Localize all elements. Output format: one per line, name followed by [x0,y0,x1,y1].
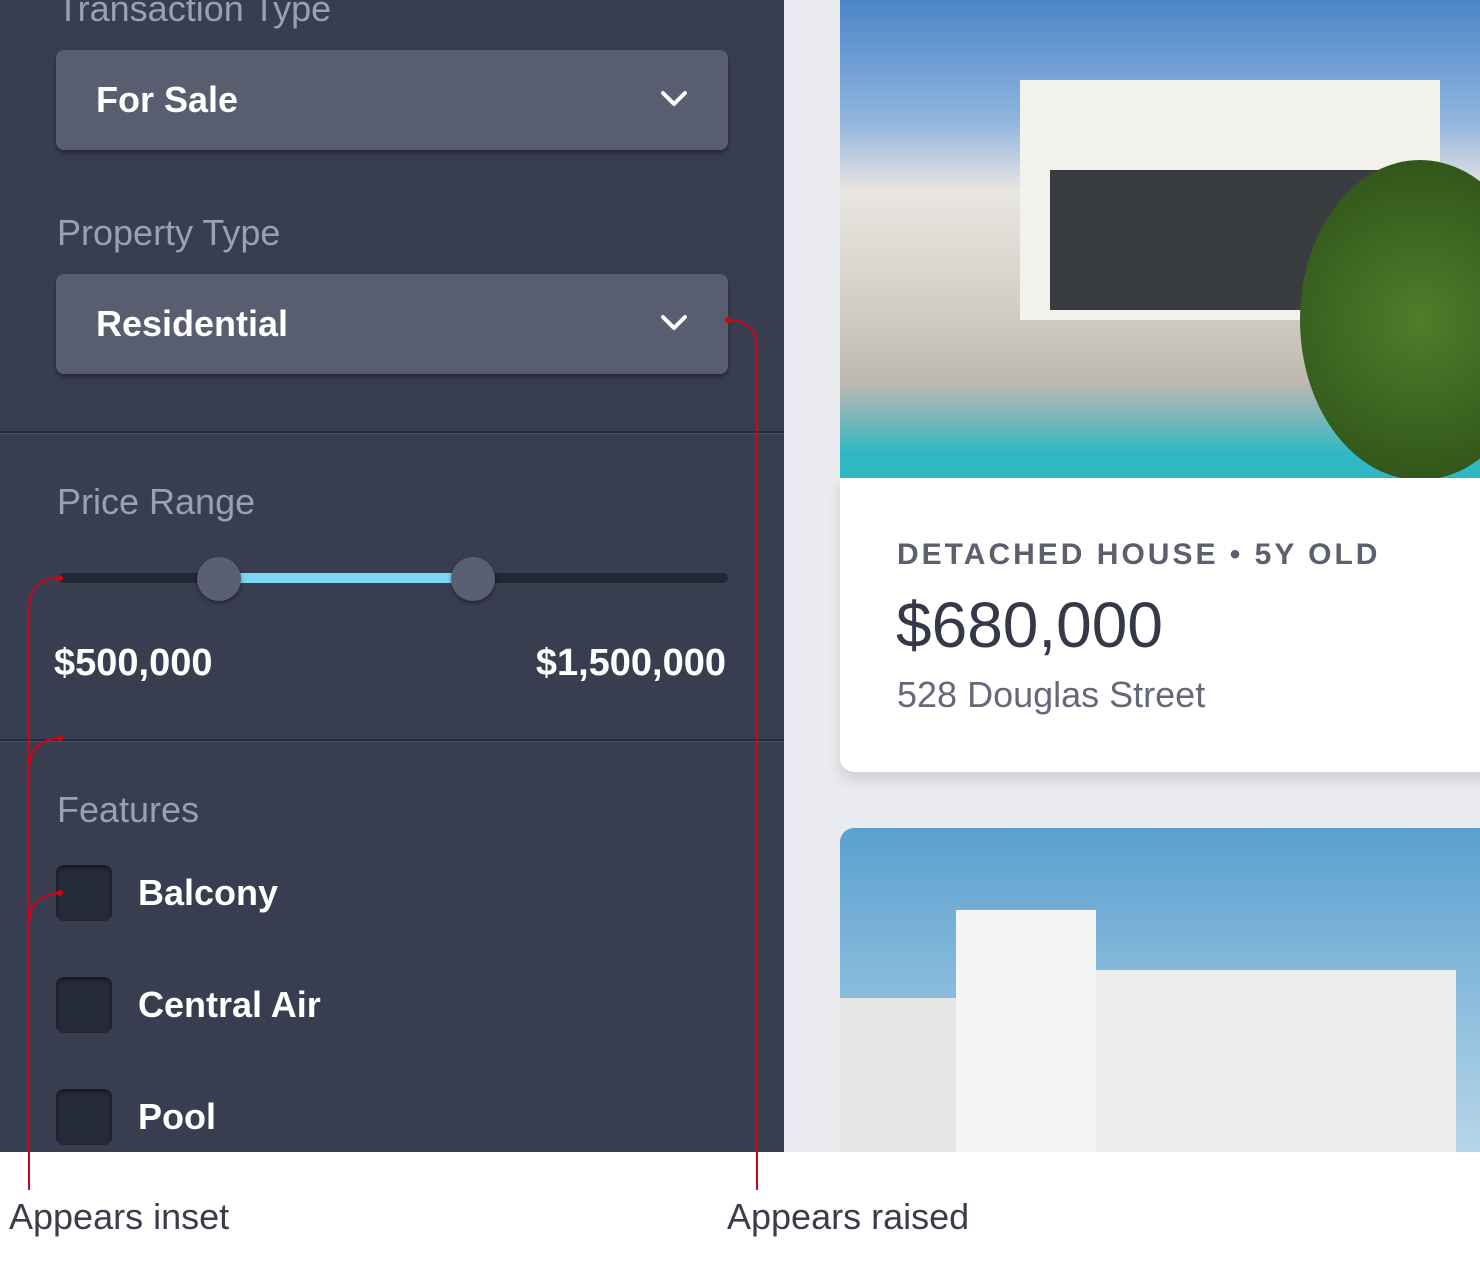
property-type-value: Residential [96,303,289,344]
listing-price: $680,000 [896,589,1163,661]
feature-label: Central Air [138,984,321,1025]
wall-illustration [1096,970,1456,1152]
central-air-checkbox[interactable] [56,977,112,1033]
listing-kicker: DETACHED HOUSE • 5Y OLD [897,538,1381,571]
price-range-label: Price Range [57,481,256,522]
section-divider [0,431,784,434]
price-slider-max-handle[interactable] [451,557,496,601]
feature-label: Pool [138,1096,216,1137]
transaction-type-select[interactable]: For Sale [56,50,728,150]
feature-label: Balcony [138,872,279,913]
features-label: Features [57,789,200,830]
property-type-select[interactable]: Residential [56,274,728,374]
filter-panel: Transaction Type For Sale Property Type … [0,0,784,1152]
listings-area: DETACHED HOUSE • 5Y OLD $680,000 528 Dou… [784,0,1480,1152]
price-min-value: $500,000 [54,642,213,684]
listing-card[interactable]: DETACHED HOUSE • 5Y OLD $680,000 528 Dou… [840,478,1480,772]
price-max-value: $1,500,000 [535,642,726,684]
feature-balcony[interactable]: Balcony [56,865,278,921]
bush-illustration [1300,160,1480,478]
annotation-inset: Appears inset [9,1196,230,1237]
property-type-label: Property Type [57,212,281,253]
price-slider-min-handle[interactable] [196,557,241,601]
listing-address: 528 Douglas Street [897,674,1206,715]
section-divider [0,739,784,742]
transaction-type-label: Transaction Type [57,0,332,29]
wall-illustration [956,910,1096,1152]
chevron-down-icon [661,315,687,330]
transaction-type-value: For Sale [96,79,239,120]
balcony-checkbox[interactable] [56,865,112,921]
pool-checkbox[interactable] [56,1089,112,1145]
chevron-down-icon [661,91,687,106]
price-slider-fill [218,573,474,583]
annotation-raised: Appears raised [727,1196,970,1237]
wall-illustration [840,998,956,1152]
feature-pool[interactable]: Pool [56,1089,216,1145]
listing-photo-white-house[interactable] [840,828,1480,1152]
feature-central-air[interactable]: Central Air [56,977,321,1033]
listing-photo-modern-house[interactable] [840,0,1480,478]
